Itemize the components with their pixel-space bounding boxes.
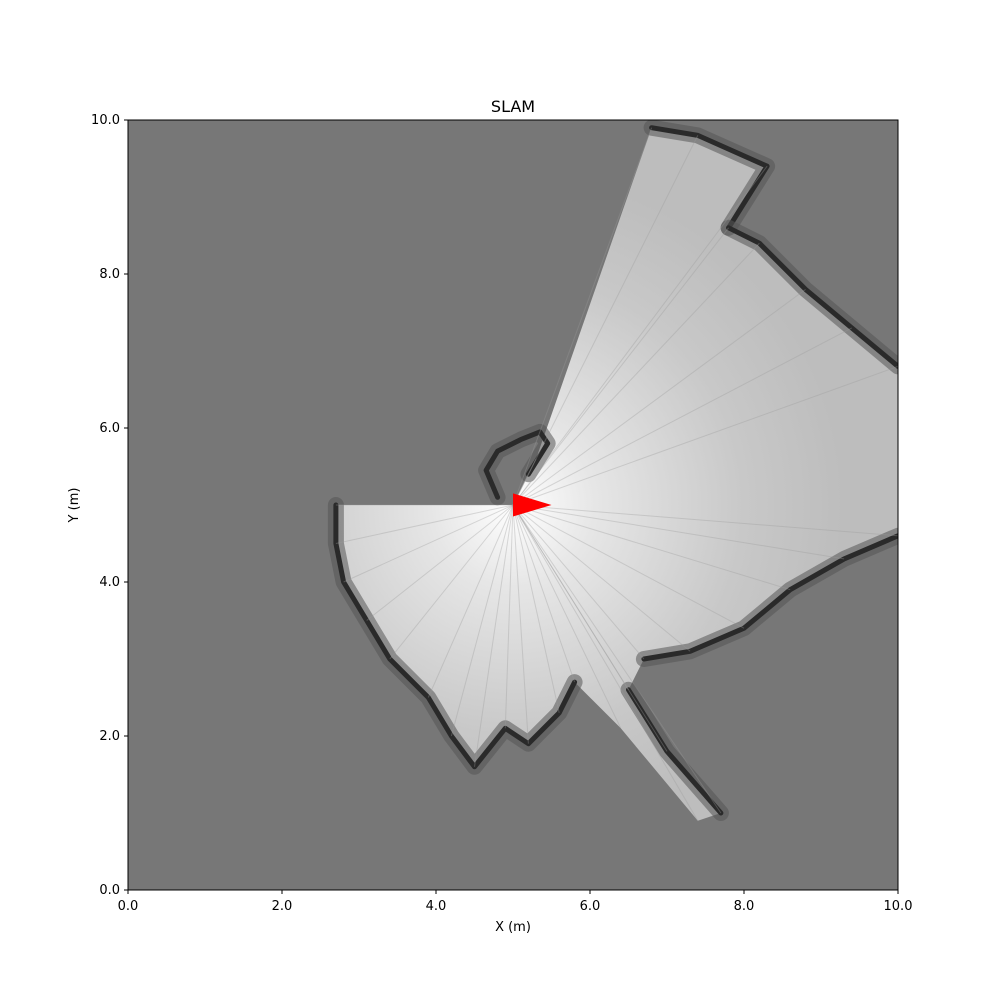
lidar-ray [512, 504, 791, 591]
x-axis-ticks: 0.0 2.0 4.0 6.0 8.0 10.0 [118, 890, 913, 914]
lidar-ray [512, 127, 653, 506]
y-tick-label: 0.0 [99, 883, 120, 898]
y-tick-label: 4.0 [99, 575, 120, 590]
lidar-ray [512, 504, 898, 537]
lidar-ray [512, 227, 729, 506]
obstacle-wall [641, 533, 898, 662]
lidar-ray [427, 504, 514, 698]
y-tick-label: 8.0 [99, 267, 120, 282]
x-tick-label: 6.0 [580, 899, 601, 914]
lidar-ray [343, 504, 514, 583]
y-tick-label: 2.0 [99, 729, 120, 744]
x-tick-label: 8.0 [734, 899, 755, 914]
lidar-ray [450, 504, 514, 737]
lidar-ray [512, 504, 576, 683]
y-tick-label: 6.0 [99, 421, 120, 436]
lidar-ray [512, 504, 529, 744]
lidar-ray [512, 327, 853, 506]
lidar-ray [512, 504, 668, 752]
lidar-ray [512, 504, 845, 560]
x-tick-label: 4.0 [426, 899, 447, 914]
lidar-ray [512, 504, 622, 729]
lidar-ray [512, 504, 745, 629]
y-tick-label: 10.0 [91, 113, 120, 128]
x-tick-label: 10.0 [884, 899, 913, 914]
y-axis-label: Y (m) [67, 488, 82, 524]
robot-heading-marker [513, 493, 552, 517]
obstacle-wall [649, 125, 770, 231]
lidar-ray [512, 135, 699, 506]
obstacle-wall [483, 429, 551, 500]
x-tick-label: 2.0 [272, 899, 293, 914]
lidar-ray [512, 504, 645, 660]
lidar-ray [512, 504, 699, 821]
chart-title: SLAM [491, 97, 535, 116]
lidar-ray [389, 504, 514, 660]
lidar-ray [512, 165, 768, 506]
obstacle-wall [726, 225, 898, 369]
lidar-ray [504, 504, 514, 729]
lidar-ray [512, 288, 806, 506]
lidar-ray [512, 504, 691, 652]
obstacle-wall [626, 687, 724, 816]
plot-frame [127, 119, 899, 891]
lidar-ray [512, 365, 898, 506]
lidar-ray [366, 504, 514, 621]
lidar-ray [512, 504, 560, 714]
free-space-region [335, 127, 898, 821]
lidar-ray [512, 242, 760, 506]
lidar-ray [512, 504, 722, 814]
lidar-ray [335, 504, 514, 544]
x-tick-label: 0.0 [118, 899, 139, 914]
x-axis-label: X (m) [495, 920, 531, 935]
obstacle-wall [333, 502, 578, 770]
occupancy-grid [128, 120, 898, 890]
lidar-ray [474, 504, 514, 767]
y-axis-ticks: 0.0 2.0 4.0 6.0 8.0 10.0 [91, 113, 128, 898]
lidar-ray [512, 504, 629, 691]
